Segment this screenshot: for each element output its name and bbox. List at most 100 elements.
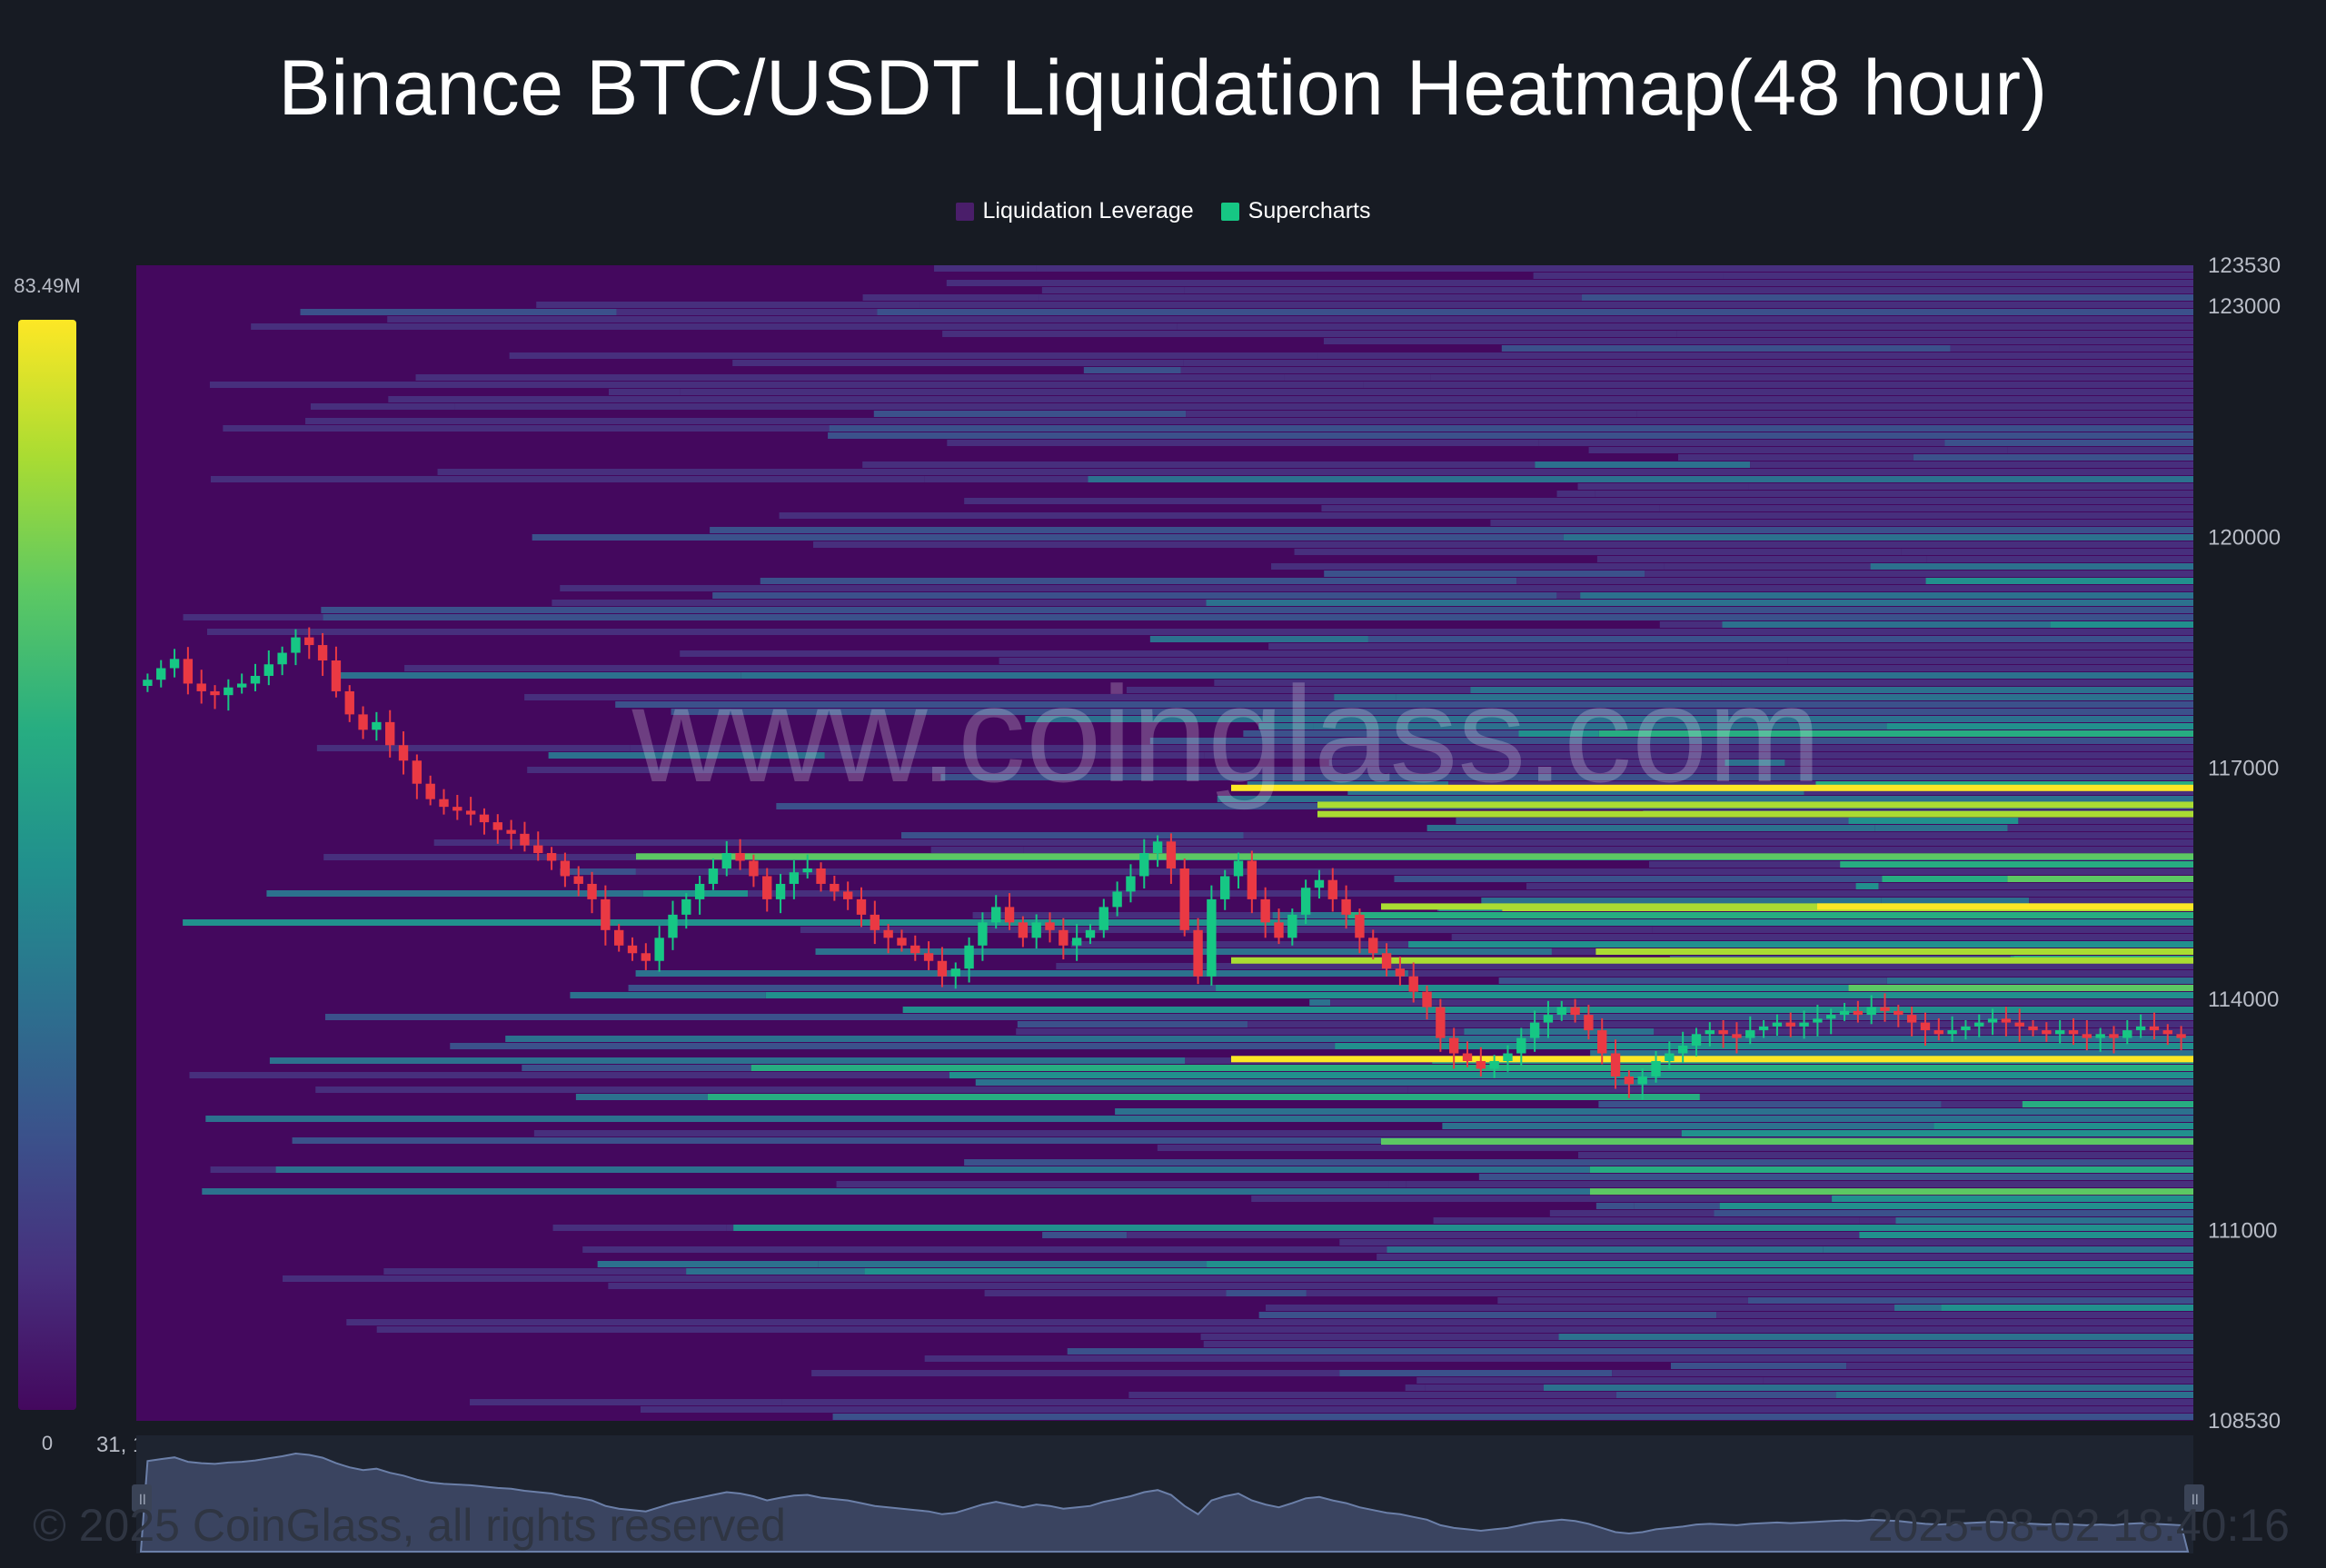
candle-body <box>708 868 719 884</box>
candle-body <box>1476 1060 1486 1069</box>
candle-body <box>2135 1026 2146 1031</box>
heat-band <box>924 476 1088 482</box>
heat-band <box>548 752 825 759</box>
heat-band <box>1271 563 1665 570</box>
heat-band-strong <box>1231 784 2193 791</box>
heat-band <box>1321 505 1660 511</box>
candlestick-series <box>143 627 2186 1100</box>
heat-band <box>292 1137 2193 1144</box>
heat-band <box>1598 730 2193 737</box>
legend-item-liquidation-leverage[interactable]: Liquidation Leverage <box>955 198 1194 224</box>
candle-body <box>2095 1034 2105 1038</box>
heat-band <box>269 1057 1186 1064</box>
candle-body <box>802 868 812 873</box>
candle-body <box>573 876 583 884</box>
y-axis: 123530 123000 120000 117000 114000 111000 1085… <box>2208 253 2281 1434</box>
heat-band <box>760 578 1517 584</box>
heat-band <box>266 890 643 897</box>
navigator-handle-right[interactable] <box>2184 1484 2204 1512</box>
candle-body <box>1274 922 1284 938</box>
heat-band <box>1563 534 2193 541</box>
candle-body <box>950 968 960 977</box>
heat-band <box>1425 1384 1545 1391</box>
candle-body <box>1677 1046 1688 1054</box>
heat-band <box>1840 861 2193 868</box>
candle-body <box>1947 1030 1957 1035</box>
candle-body <box>1880 1007 1890 1011</box>
candle-body <box>452 807 462 811</box>
heat-band <box>1348 912 2193 918</box>
heat-band <box>964 1159 2193 1166</box>
candle-body <box>317 645 328 661</box>
heat-band <box>1207 1261 2193 1267</box>
heat-band <box>862 294 1039 301</box>
heat-band <box>2050 621 2193 628</box>
navigator-area <box>139 1452 2190 1553</box>
candle-body <box>614 929 624 946</box>
heat-band <box>1551 948 1596 955</box>
heat-band <box>1748 483 2193 490</box>
heat-band <box>509 352 1318 359</box>
heat-band <box>1334 694 1397 700</box>
heat-band <box>404 665 2193 671</box>
heat-band <box>779 512 2193 519</box>
heat-band <box>1083 367 1181 373</box>
heat-band <box>1582 294 2193 301</box>
heat-band <box>1933 1123 2193 1129</box>
heat-band <box>836 1181 1389 1187</box>
candle-body <box>1327 879 1337 899</box>
chart-legend: Liquidation Leverage Supercharts <box>0 198 2326 224</box>
heat-band-strong <box>1381 903 2193 910</box>
candle-body <box>842 891 853 899</box>
heat-band <box>1670 1363 1847 1369</box>
heat-band <box>964 498 2193 504</box>
heat-band <box>1258 723 1314 729</box>
heat-band <box>1944 440 2193 446</box>
heat-band <box>1516 578 1926 584</box>
candle-body <box>1718 1030 1728 1035</box>
legend-item-supercharts[interactable]: Supercharts <box>1220 198 1370 224</box>
candle-body <box>830 883 840 892</box>
candle-body <box>1018 922 1029 938</box>
candle-body <box>1813 1018 1823 1023</box>
heat-band <box>1497 1297 1748 1304</box>
heat-band <box>1184 287 2193 293</box>
heat-band <box>1664 563 1871 570</box>
heat-band-strong <box>1317 801 2193 809</box>
heat-band <box>1588 447 2008 453</box>
handle-grip-icon: ॥ <box>137 1490 147 1508</box>
heat-band <box>828 432 2193 439</box>
candle-body <box>2082 1034 2092 1038</box>
candle-body <box>1233 860 1244 877</box>
heat-band <box>1848 985 2193 991</box>
heat-band <box>1894 1305 1942 1311</box>
candle-body <box>331 660 342 691</box>
heat-band <box>1216 985 1849 991</box>
heat-band <box>630 745 2193 751</box>
candle-body <box>1933 1030 1943 1035</box>
candle-body <box>1314 879 1325 888</box>
heat-band <box>832 1414 2193 1420</box>
candle-body <box>856 898 867 915</box>
candle-body <box>1826 1015 1836 1019</box>
candle-body <box>1556 1007 1566 1016</box>
candle-body <box>1799 1022 1809 1027</box>
candle-body <box>250 675 261 684</box>
candle-body <box>465 810 476 815</box>
heat-band <box>1317 352 2193 359</box>
heat-band <box>1787 658 2193 664</box>
navigator-handle-left[interactable] <box>132 1484 152 1512</box>
heat-band <box>1913 454 2193 461</box>
heat-band <box>930 847 1024 853</box>
heat-band <box>815 948 1552 955</box>
candle-body <box>762 876 772 899</box>
candle-body <box>1045 922 1055 930</box>
heat-band <box>1882 876 2008 882</box>
heat-band <box>1750 461 2193 468</box>
candle-body <box>1112 891 1122 908</box>
candle-body <box>1610 1053 1621 1077</box>
heat-band <box>1128 1392 1616 1398</box>
candle-body <box>1031 922 1041 938</box>
heat-band <box>864 1268 2193 1275</box>
heat-band <box>1149 738 2193 744</box>
